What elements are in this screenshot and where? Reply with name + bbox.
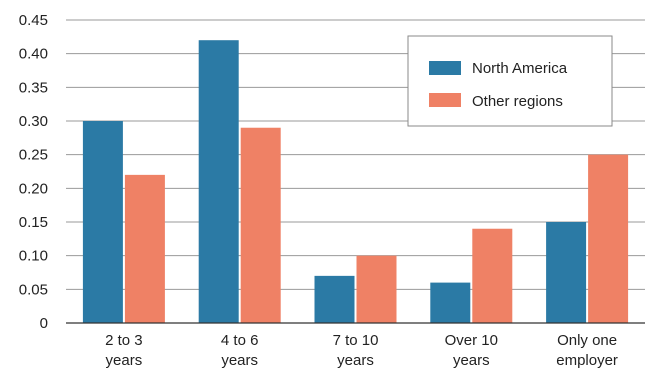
y-tick-label: 0.40 <box>19 46 48 63</box>
bar-other-regions-3 <box>472 228 513 323</box>
x-category-label: Over 10 <box>445 332 498 349</box>
bar-north-america-4 <box>546 222 587 323</box>
x-axis-category-labels: 2 to 3 years 4 to 6 years 7 to 10 years Over 1… <box>105 332 618 369</box>
y-tick-label: 0.05 <box>19 281 48 298</box>
y-tick-label: 0 <box>40 315 48 332</box>
x-category-label: 2 to 3 <box>105 332 143 349</box>
bar-north-america-1 <box>198 40 239 323</box>
bar-other-regions-2 <box>356 255 397 323</box>
legend: North America Other regions <box>407 35 613 127</box>
y-tick-label: 0.20 <box>19 180 48 197</box>
bar-other-regions-0 <box>124 174 165 323</box>
y-tick-label: 0.30 <box>19 113 48 130</box>
legend-swatch-north-america <box>429 61 461 75</box>
bar-other-regions-1 <box>240 127 281 323</box>
bar-north-america-2 <box>314 275 355 323</box>
x-category-label: 4 to 6 <box>221 332 259 349</box>
bar-north-america-0 <box>82 121 123 323</box>
x-category-label: years <box>221 352 258 369</box>
y-tick-label: 0.25 <box>19 147 48 164</box>
x-category-label: employer <box>556 352 618 369</box>
y-tick-label: 0.45 <box>19 12 48 29</box>
legend-box <box>407 35 613 127</box>
legend-label-other-regions: Other regions <box>472 93 563 110</box>
bar-other-regions-4 <box>588 154 629 323</box>
x-category-label: years <box>337 352 374 369</box>
y-tick-label: 0.35 <box>19 79 48 96</box>
legend-label-north-america: North America <box>472 60 568 77</box>
x-category-label: years <box>106 352 143 369</box>
bar-north-america-3 <box>430 282 471 323</box>
x-category-label: Only one <box>557 332 617 349</box>
y-tick-label: 0.15 <box>19 214 48 231</box>
x-category-label: years <box>453 352 490 369</box>
bars <box>82 40 629 323</box>
x-category-label: 7 to 10 <box>333 332 379 349</box>
legend-swatch-other-regions <box>429 93 461 107</box>
y-tick-label: 0.10 <box>19 248 48 265</box>
y-axis-ticks: 0 0.05 0.10 0.15 0.20 0.25 0.30 0.35 0.40 0.45 <box>19 12 48 332</box>
